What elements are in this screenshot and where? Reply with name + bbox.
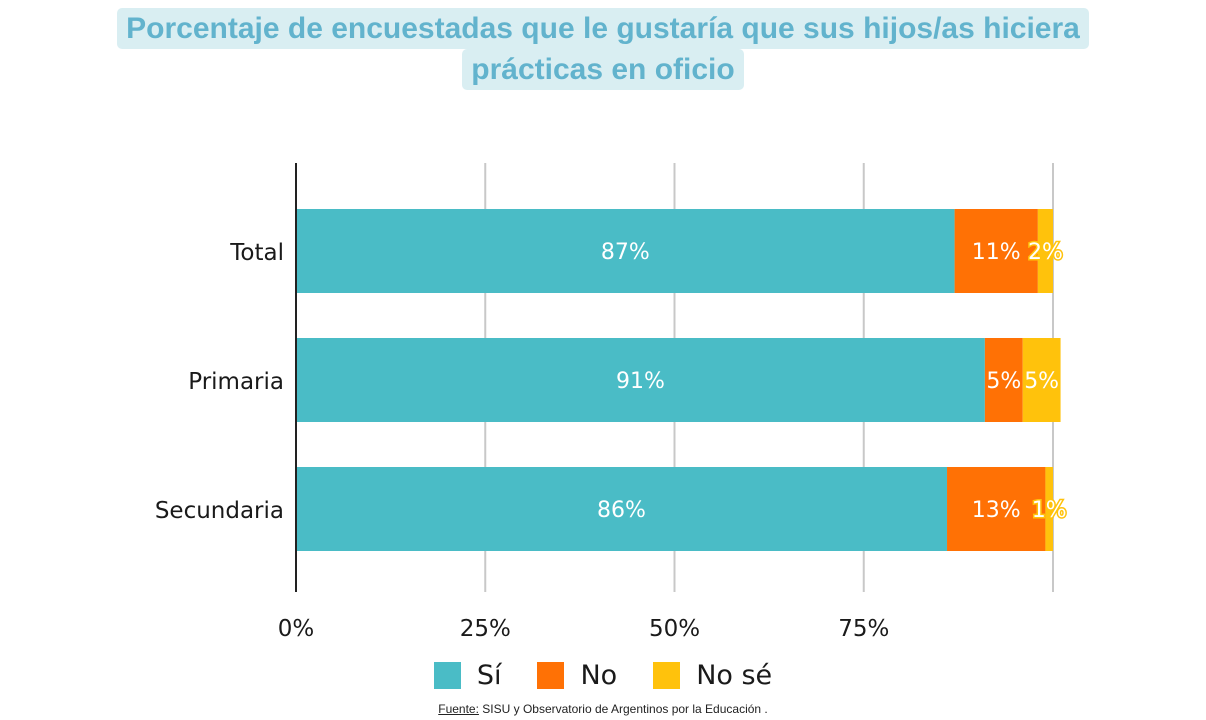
data-label-primaria-si: 91%: [616, 369, 665, 394]
legend-label-no: No: [580, 660, 618, 691]
bar-primaria-si: [296, 338, 985, 422]
bar-secundaria-no: [947, 467, 1046, 551]
x-tick-label-0: 0%: [278, 616, 315, 642]
bar-secundaria-si: [296, 467, 948, 551]
bar-total-no-se: [1037, 209, 1053, 293]
bar-total-no: [954, 209, 1038, 293]
legend-swatch-no-se: [653, 662, 681, 689]
source-note: Fuente: SISU y Observatorio de Argentino…: [0, 702, 1206, 716]
x-tick-label-50: 50%: [649, 616, 700, 642]
bar-primaria-no-se: [1022, 338, 1061, 422]
data-label-total-no: 11%: [972, 240, 1021, 265]
category-label-total: Total: [229, 240, 284, 266]
chart-legend: Sí No No sé: [0, 660, 1206, 691]
source-text: SISU y Observatorio de Argentinos por la…: [478, 702, 768, 716]
chart-title-line-1: Porcentaje de encuestadas que le gustarí…: [117, 8, 1089, 49]
bar-secundaria-no-se: [1045, 467, 1053, 551]
legend-swatch-no: [537, 662, 565, 689]
stacked-bar-chart: 87% 11% 2% 91% 5% 5% 86% 13% 1% Total Primaria Secu…: [155, 163, 1068, 642]
legend-item-no-se: No sé: [653, 660, 772, 691]
category-label-primaria: Primaria: [188, 369, 284, 395]
legend-label-si: Sí: [476, 660, 502, 691]
bar-total-si: [296, 209, 955, 293]
data-label-secundaria-no-se: 1%: [1032, 498, 1067, 523]
chart-title-line-2: prácticas en oficio: [462, 49, 744, 90]
data-label-total-no-se: 2%: [1028, 240, 1063, 265]
legend-swatch-si: [433, 662, 461, 689]
data-label-primaria-no-se: 5%: [1024, 369, 1059, 394]
chart-title: Porcentaje de encuestadas que le gustarí…: [0, 8, 1206, 90]
category-label-secundaria: Secundaria: [155, 498, 284, 524]
data-label-primaria-no: 5%: [986, 369, 1021, 394]
data-label-total-si: 87%: [601, 240, 650, 265]
data-label-secundaria-no: 13%: [972, 498, 1021, 523]
legend-item-no: No: [537, 660, 617, 691]
source-label: Fuente:: [438, 702, 479, 716]
bar-primaria-no: [984, 338, 1023, 422]
x-tick-label-75: 75%: [838, 616, 889, 642]
data-label-secundaria-si: 86%: [597, 498, 646, 523]
legend-label-no-se: No sé: [696, 660, 773, 691]
x-tick-label-25: 25%: [460, 616, 511, 642]
legend-item-si: Sí: [433, 660, 502, 691]
